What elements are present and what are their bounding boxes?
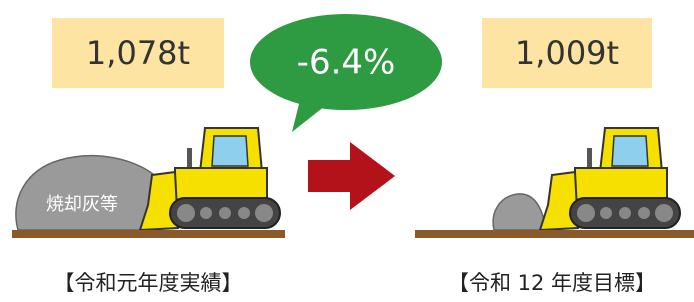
- pile-label: 焼却灰等: [46, 194, 118, 215]
- ash-pile: [493, 194, 546, 230]
- bulldozer: [540, 128, 680, 230]
- caption: 【令和元年度実績】: [54, 271, 243, 295]
- ash-pile: [16, 156, 161, 230]
- amount: 1,009t: [515, 34, 619, 72]
- page: 1,078t 焼却灰等 【令和元年度実績】 -6.4% 1,009t 【令和 1…: [0, 0, 694, 302]
- infographic: 1,078t 焼却灰等 【令和元年度実績】 -6.4% 1,009t 【令和 1…: [0, 0, 694, 302]
- ground: [415, 230, 694, 238]
- caption: 【令和 12 年度目標】: [448, 271, 656, 295]
- arrow: [308, 142, 395, 210]
- change: -6.4%: [297, 43, 396, 83]
- bulldozer: [140, 128, 280, 230]
- ground: [12, 230, 285, 238]
- amount: 1,078t: [86, 34, 190, 72]
